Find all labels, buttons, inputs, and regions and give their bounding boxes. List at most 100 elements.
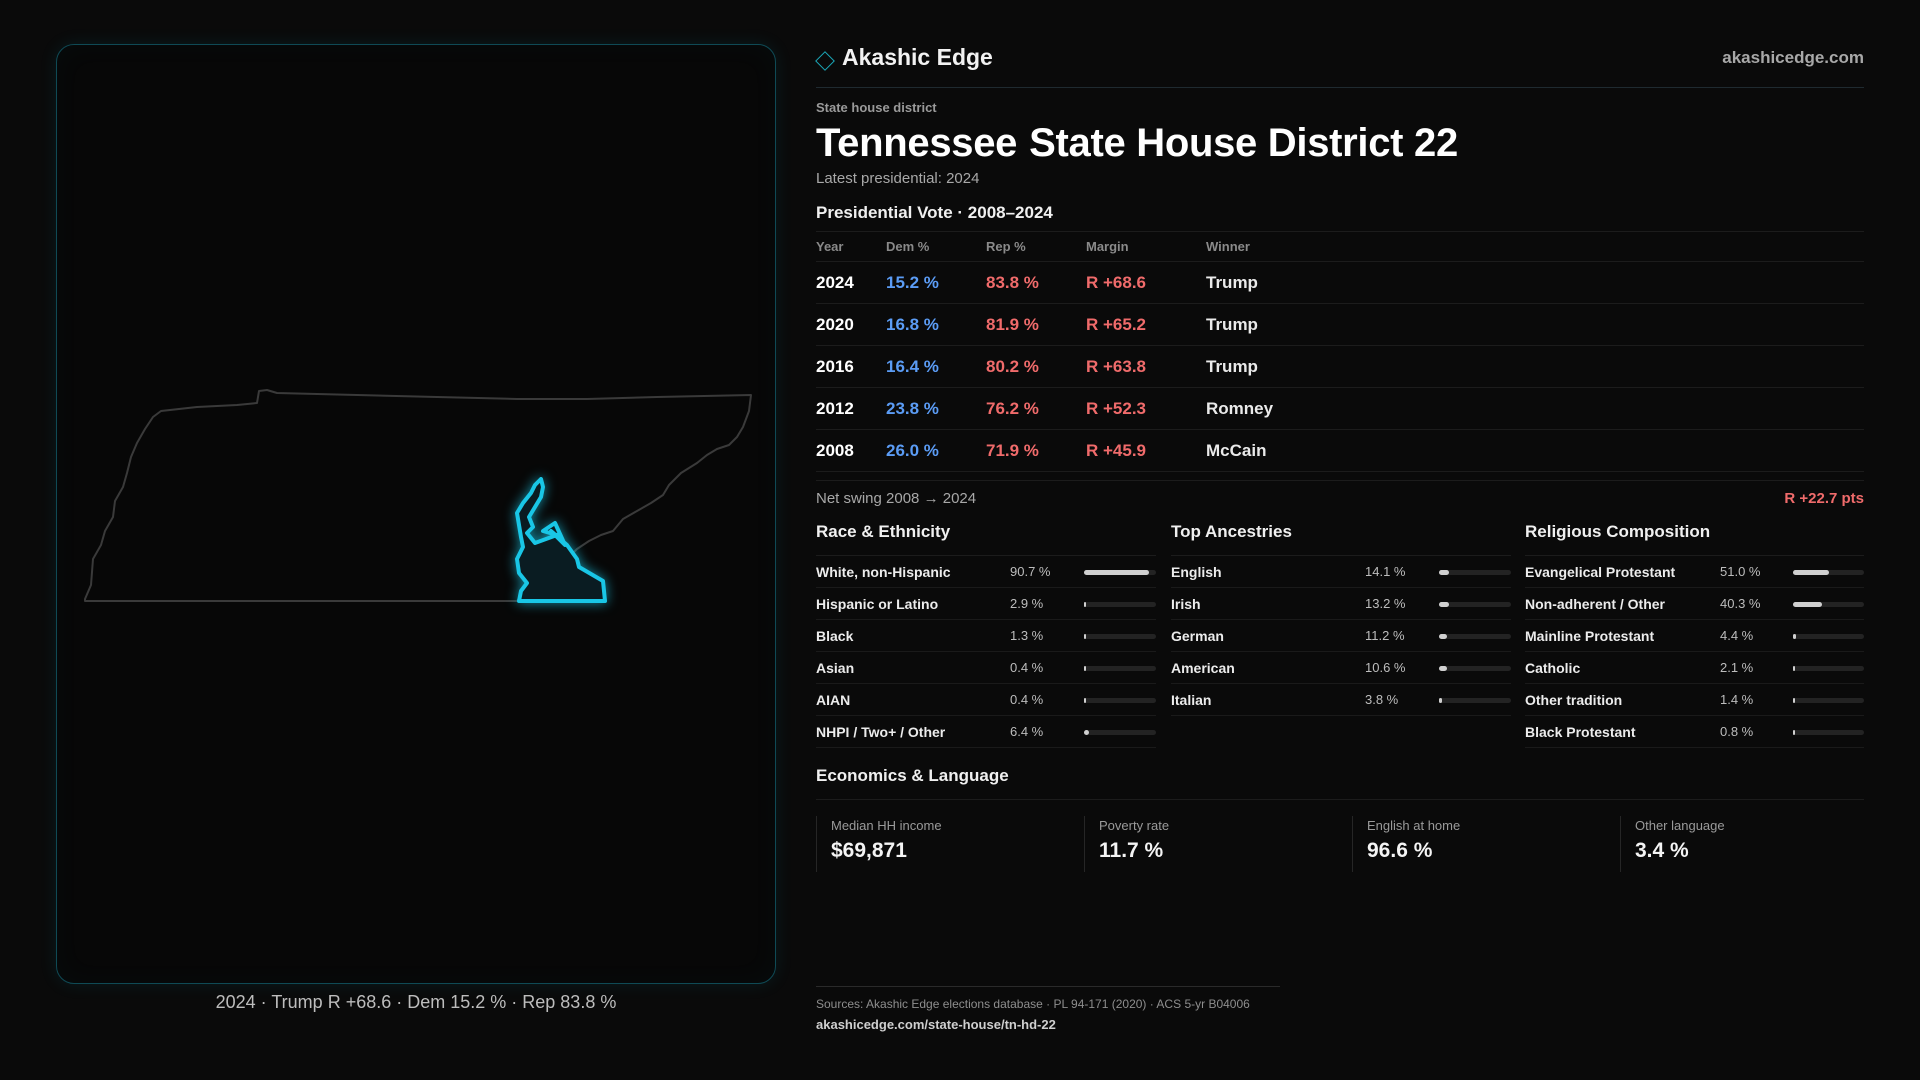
item-value: 2.9 %: [1010, 596, 1044, 611]
econ-label: Other language: [1635, 818, 1725, 833]
share-bar-fill: [1793, 634, 1797, 639]
list-item: Other tradition 1.4 %: [1525, 684, 1864, 716]
item-label: German: [1171, 628, 1224, 644]
cell-margin: R +63.8: [1086, 345, 1206, 388]
item-label: American: [1171, 660, 1235, 676]
district-highlight: [515, 477, 607, 603]
map-caption: 2024 · Trump R +68.6 · Dem 15.2 % · Rep …: [215, 992, 617, 1012]
sources-link[interactable]: akashicedge.com/state-house/tn-hd-22: [816, 1017, 1056, 1032]
share-bar-fill: [1793, 730, 1795, 735]
cell-winner: Trump: [1206, 303, 1864, 346]
item-value: 4.4 %: [1720, 628, 1754, 643]
list-item: Italian 3.8 %: [1171, 684, 1511, 716]
cell-rep: 81.9 %: [986, 303, 1086, 346]
col-margin: Margin: [1086, 231, 1206, 262]
share-bar: [1084, 634, 1156, 639]
item-value: 0.4 %: [1010, 660, 1044, 675]
list-item: Hispanic or Latino 2.9 %: [816, 588, 1156, 620]
econ-card: English at home 96.6 %: [1352, 816, 1602, 872]
cell-winner: Trump: [1206, 345, 1864, 388]
share-bar-fill: [1793, 698, 1795, 703]
cell-year: 2016: [816, 345, 886, 388]
share-bar-fill: [1084, 570, 1150, 575]
item-label: English: [1171, 564, 1222, 580]
item-label: Other tradition: [1525, 692, 1623, 708]
list-item: English 14.1 %: [1171, 556, 1511, 588]
share-bar-fill: [1439, 698, 1442, 703]
share-bar: [1793, 634, 1864, 639]
item-label: Black Protestant: [1525, 724, 1636, 740]
share-bar-fill: [1439, 570, 1450, 575]
item-value: 13.2 %: [1365, 596, 1406, 611]
list-item: AIAN 0.4 %: [816, 684, 1156, 716]
cell-year: 2020: [816, 303, 886, 346]
item-value: 6.4 %: [1010, 724, 1044, 739]
share-bar: [1439, 570, 1511, 575]
share-bar-fill: [1084, 666, 1086, 671]
item-value: 11.2 %: [1365, 628, 1405, 643]
cell-dem: 16.8 %: [886, 303, 986, 346]
col-rep: Rep %: [986, 231, 1086, 262]
brand-header: Akashic Edge akashicedge.com: [815, 44, 1864, 88]
share-bar-fill: [1439, 666, 1447, 671]
list-item: Black 1.3 %: [816, 620, 1156, 652]
share-bar: [1084, 666, 1156, 671]
sources-footer: Sources: Akashic Edge elections database…: [816, 986, 1280, 1032]
item-label: AIAN: [816, 692, 851, 708]
share-bar: [1084, 570, 1156, 575]
item-value: 10.6 %: [1365, 660, 1406, 675]
share-bar-fill: [1084, 602, 1087, 607]
item-value: 90.7 %: [1010, 564, 1051, 579]
table-row: 2016 16.4 % 80.2 % R +63.8 Trump: [816, 345, 1864, 388]
race-title: Race & Ethnicity: [816, 520, 1156, 556]
cell-dem: 26.0 %: [886, 429, 986, 472]
share-bar: [1793, 698, 1864, 703]
table-row: 2012 23.8 % 76.2 % R +52.3 Romney: [816, 387, 1864, 430]
net-swing-label: Net swing 2008 → 2024: [816, 490, 977, 507]
item-value: 1.3 %: [1010, 628, 1044, 643]
presidential-table: Year Dem % Rep % Margin Winner 2024 15.2…: [816, 231, 1864, 472]
cell-dem: 15.2 %: [886, 261, 986, 304]
share-bar: [1793, 602, 1864, 607]
list-item: Non-adherent / Other 40.3 %: [1525, 588, 1864, 620]
share-bar: [1439, 666, 1511, 671]
net-swing: Net swing 2008 → 2024 R +22.7 pts: [816, 480, 1864, 514]
cell-winner: Trump: [1206, 261, 1864, 304]
list-item: Irish 13.2 %: [1171, 588, 1511, 620]
brand-name: Akashic Edge: [842, 44, 993, 70]
brand-url[interactable]: akashicedge.com: [1722, 48, 1864, 67]
col-dem: Dem %: [886, 231, 986, 262]
share-bar-fill: [1084, 634, 1086, 639]
list-item: American 10.6 %: [1171, 652, 1511, 684]
item-value: 14.1 %: [1365, 564, 1406, 579]
econ-value: 96.6 %: [1367, 839, 1433, 862]
econ-value: 11.7 %: [1099, 839, 1164, 862]
item-label: Hispanic or Latino: [816, 596, 939, 612]
share-bar: [1793, 570, 1864, 575]
economics-title: Economics & Language: [816, 764, 1864, 800]
cell-dem: 16.4 %: [886, 345, 986, 388]
share-bar-fill: [1439, 602, 1449, 607]
econ-card: Median HH income $69,871: [816, 816, 1066, 872]
share-bar-fill: [1084, 698, 1086, 703]
cell-rep: 71.9 %: [986, 429, 1086, 472]
col-year: Year: [816, 231, 886, 262]
list-item: White, non-Hispanic 90.7 %: [816, 556, 1156, 588]
title-state: Tennessee: [816, 121, 1018, 165]
share-bar-fill: [1793, 666, 1795, 671]
item-label: Asian: [816, 660, 855, 676]
item-value: 0.4 %: [1010, 692, 1044, 707]
net-swing-value: R +22.7 pts: [1784, 490, 1864, 507]
item-label: White, non-Hispanic: [816, 564, 951, 580]
cell-rep: 76.2 %: [986, 387, 1086, 430]
religion-section: Religious Composition Evangelical Protes…: [1525, 520, 1864, 748]
item-label: Catholic: [1525, 660, 1581, 676]
econ-card: Other language 3.4 %: [1620, 816, 1864, 872]
econ-value: $69,871: [831, 839, 907, 862]
list-item: NHPI / Two+ / Other 6.4 %: [816, 716, 1156, 748]
col-winner: Winner: [1206, 231, 1864, 262]
religion-title: Religious Composition: [1525, 520, 1864, 556]
econ-card: Poverty rate 11.7 %: [1084, 816, 1334, 872]
share-bar-fill: [1793, 602, 1822, 607]
econ-value: 3.4 %: [1635, 839, 1689, 862]
